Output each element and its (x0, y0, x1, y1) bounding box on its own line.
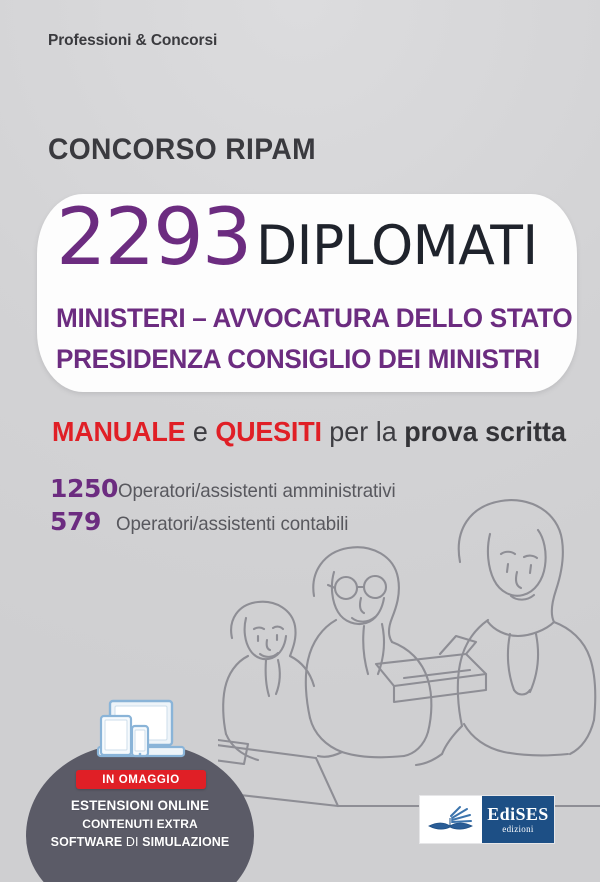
promo-line-3-joiner: DI (125, 834, 143, 849)
promo-text-block: ESTENSIONI ONLINE CONTENUTI EXTRA SOFTWA… (26, 796, 254, 851)
figure-right-mouth (509, 593, 536, 601)
figure-left-nose (265, 638, 272, 652)
figure-center-arm2 (402, 730, 430, 758)
headline: 2293 DIPLOMATI (56, 193, 586, 283)
devices-icon (88, 698, 192, 764)
figure-center-nose (358, 596, 366, 615)
product-conjunction: e (185, 416, 216, 447)
promo-line-2-prefix: CONTENUTI (82, 816, 157, 831)
figure-center-neck-l (362, 624, 370, 676)
figure-center-hair (312, 546, 400, 644)
figure-center-neck-r (376, 622, 386, 676)
figure-right-face (486, 528, 547, 597)
figure-left-hair (230, 600, 297, 658)
exam-name: CONCORSO RIPAM (48, 133, 316, 166)
desk-side (314, 756, 340, 808)
figure-center-glass-l (333, 575, 359, 601)
desk-notebook-side (392, 672, 488, 704)
promo-blob-shape (26, 744, 254, 882)
headline-qualification: DIPLOMATI (255, 214, 538, 277)
promo-line-2-emphasis: EXTRA (156, 816, 198, 831)
position-count: 579 (50, 507, 101, 536)
publisher-sub: edizioni (502, 823, 534, 834)
status-badge: IN OMAGGIO (76, 770, 206, 789)
headline-org-line-2: PRESIDENZA CONSIGLIO DEI MINISTRI (56, 344, 540, 374)
open-book-icon (420, 796, 482, 843)
product-manuale: MANUALE (52, 416, 186, 447)
headline-panel (37, 194, 577, 392)
figure-left-shoulder-l (222, 654, 250, 736)
promo-bundle: IN OMAGGIO ESTENSIONI ONLINE CONTENUTI E… (26, 699, 254, 882)
figure-center-shoulder-l (304, 618, 338, 720)
figure-left-brow (252, 626, 266, 631)
figure-center-hand (316, 750, 344, 758)
positions-list: 1250 Operatori/assistenti amministrativi… (50, 474, 480, 540)
figure-right-brow (499, 550, 517, 556)
figure-left-mouth (258, 651, 280, 658)
promo-line-1: ESTENSIONI ONLINE (26, 796, 254, 816)
figure-right-nose (515, 570, 523, 590)
figure-left-shoulder-r (288, 654, 316, 688)
position-role: Operatori/assistenti amministrativi (117, 480, 396, 502)
figure-center-face (330, 570, 386, 626)
list-item: 1250 Operatori/assistenti amministrativi (50, 474, 480, 503)
figure-right-brow2 (522, 554, 539, 560)
series-label: Professioni & Concorsi (48, 32, 218, 49)
figure-center-arm (308, 716, 406, 759)
publisher-logo: EdiSES edizioni (419, 795, 555, 844)
promo-line-2: CONTENUTI EXTRA (26, 816, 254, 833)
promo-line-3-emphasis: SIMULAZIONE (142, 834, 230, 849)
promo-line-3-prefix: SOFTWARE (50, 834, 126, 849)
figure-left-collar (264, 658, 271, 698)
figure-right-vneck (512, 688, 532, 696)
publisher-wordmark: EdiSES edizioni (482, 796, 554, 843)
promo-line-3: SOFTWARE DI SIMULAZIONE (26, 833, 254, 851)
figure-right-eye (505, 562, 510, 574)
figure-center-glass-temple (326, 583, 337, 590)
figure-right-arm (462, 722, 570, 757)
publisher-brand: EdiSES (487, 803, 549, 824)
figure-right-shoulder-l (456, 618, 490, 728)
figure-left-brow2 (271, 625, 285, 631)
product-description: MANUALE e QUESITI per la prova scritta (52, 416, 566, 448)
headline-count: 2293 (56, 193, 252, 283)
desk-notebook (374, 652, 488, 688)
figure-left-face (243, 616, 288, 661)
figure-right-shoulder-r (552, 620, 597, 722)
desk-notebook-line (402, 668, 472, 680)
promo-line-1-emphasis: ONLINE (157, 798, 210, 813)
product-for-label: per la (321, 416, 405, 447)
figure-right-collar-l (506, 632, 516, 692)
position-role: Operatori/assistenti contabili (116, 513, 349, 535)
product-quesiti: QUESITI (215, 416, 322, 447)
desk-papers (438, 634, 478, 656)
figure-right-eye2 (528, 563, 533, 575)
headline-org-line-1: MINISTERI – AVVOCATURA DELLO STATO (56, 303, 573, 333)
list-item: 579 Operatori/assistenti contabili (50, 507, 480, 536)
figure-center-shoulder-r (390, 640, 433, 734)
position-count: 1250 (50, 474, 118, 503)
figure-left-collar2 (274, 658, 281, 696)
figure-center-mouth (350, 615, 377, 623)
promo-line-1-prefix: ESTENSIONI (70, 798, 158, 813)
figure-center-glass-r (362, 574, 388, 600)
figure-right-arm2 (568, 718, 596, 756)
figure-right-collar-r (528, 632, 540, 694)
product-exam-type: prova scritta (404, 416, 566, 447)
figure-right-sleeve (440, 724, 464, 756)
figure-right-hand (414, 752, 444, 767)
